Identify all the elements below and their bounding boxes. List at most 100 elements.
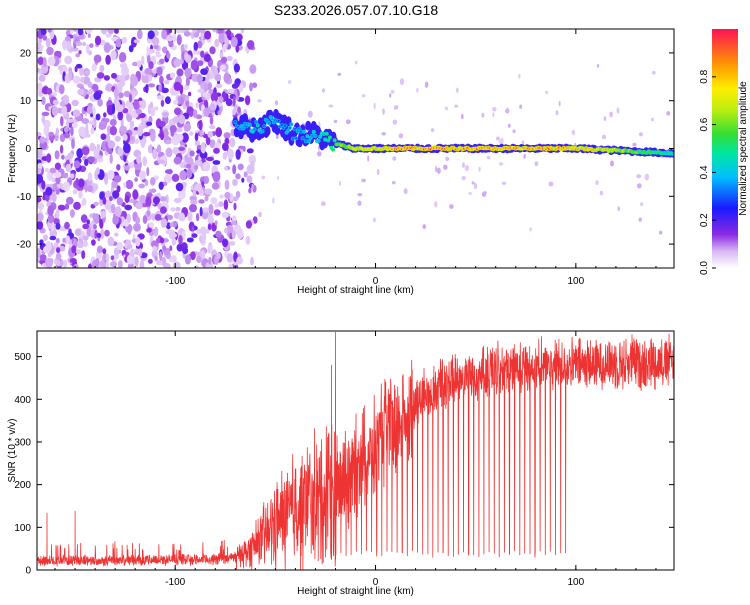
colorbar-gradient [712, 29, 738, 268]
noise-blob [222, 238, 229, 248]
noise-blob [102, 248, 107, 255]
signal-core [294, 137, 298, 140]
faint-dot [403, 188, 408, 195]
noise-blob [100, 210, 107, 218]
noise-blob [218, 102, 223, 107]
faint-dot [545, 90, 549, 95]
faint-dot [521, 140, 525, 145]
noise-blob [206, 73, 210, 80]
noise-blob [147, 83, 156, 88]
noise-blob [173, 58, 181, 67]
noise-blob [65, 235, 71, 243]
noise-blob [40, 63, 49, 74]
noise-blob [57, 204, 66, 211]
signal-core [314, 134, 317, 138]
noise-blob [212, 29, 217, 33]
noise-blob [81, 250, 86, 259]
spectrogram-ytick-label: -20 [17, 240, 32, 251]
faint-dot [523, 154, 526, 159]
noise-blob [67, 152, 74, 160]
signal-core [333, 139, 337, 142]
noise-blob [107, 29, 115, 35]
faint-dot [444, 106, 449, 111]
noise-blob [94, 35, 102, 46]
noise-blob [195, 213, 200, 222]
noise-blob [173, 156, 182, 165]
faint-dot [373, 102, 376, 110]
spectrogram-xlabel: Height of straight line (km) [297, 285, 414, 296]
noise-blob [52, 99, 59, 106]
noise-blob [37, 131, 42, 137]
spectrogram-ytick-label: -10 [17, 192, 32, 203]
noise-blob [55, 175, 61, 185]
noise-blob [82, 223, 90, 230]
noise-blob [173, 81, 182, 92]
noise-blob [38, 74, 46, 82]
colorbar-tick-label: 0.6 [699, 117, 710, 131]
faint-dot [461, 113, 464, 120]
signal-core [304, 140, 308, 143]
noise-blob [153, 196, 160, 205]
signal-core [270, 117, 274, 121]
noise-blob [183, 85, 190, 91]
noise-blob [121, 73, 126, 84]
noise-blob [63, 259, 68, 268]
faint-dot [376, 168, 380, 176]
noise-blob [248, 154, 257, 164]
noise-blob [169, 245, 173, 252]
noise-blob [158, 121, 166, 127]
noise-blob [160, 206, 167, 214]
noise-blob [182, 247, 189, 255]
noise-blob [116, 164, 121, 171]
noise-blob [119, 125, 127, 133]
faint-dot [361, 94, 366, 98]
noise-blob [184, 254, 191, 265]
noise-blob [213, 209, 221, 216]
noise-blob [55, 189, 60, 195]
signal-core [312, 130, 316, 134]
noise-blob [207, 223, 212, 231]
faint-dot [601, 134, 607, 140]
faint-dot [398, 133, 404, 139]
noise-blob [69, 209, 75, 218]
noise-blob [225, 98, 233, 107]
noise-blob [135, 108, 142, 115]
faint-dot [519, 104, 523, 109]
noise-blob [178, 114, 186, 125]
noise-blob [105, 261, 110, 268]
noise-blob [146, 121, 153, 127]
faint-dot [392, 119, 398, 125]
faint-dot [424, 81, 429, 88]
noise-blob [224, 191, 231, 199]
faint-dot [389, 93, 392, 98]
noise-blob [200, 249, 205, 260]
noise-blob [43, 245, 51, 254]
noise-blob [100, 228, 105, 240]
noise-blob [47, 56, 56, 66]
noise-blob [114, 135, 121, 142]
noise-blob [73, 160, 81, 169]
noise-blob [219, 194, 224, 199]
noise-blob [91, 63, 97, 72]
noise-blob [96, 72, 105, 79]
noise-blob [114, 206, 122, 217]
noise-blob [123, 90, 131, 98]
noise-blob [156, 260, 163, 266]
faint-dot [492, 112, 495, 118]
signal-core [248, 123, 251, 127]
noise-blob [218, 33, 225, 44]
faint-dot [437, 167, 441, 174]
noise-blob [132, 189, 139, 200]
faint-dot [599, 190, 604, 196]
signal-core [242, 127, 245, 130]
noise-blob [113, 247, 120, 256]
noise-blob [230, 220, 237, 226]
noise-blob [231, 215, 237, 223]
noise-blob [250, 256, 254, 266]
faint-dot [471, 181, 475, 185]
noise-blob [150, 188, 157, 193]
signal-core [240, 124, 243, 128]
noise-blob [130, 75, 139, 87]
noise-blob [118, 52, 127, 63]
noise-blob [115, 38, 122, 48]
